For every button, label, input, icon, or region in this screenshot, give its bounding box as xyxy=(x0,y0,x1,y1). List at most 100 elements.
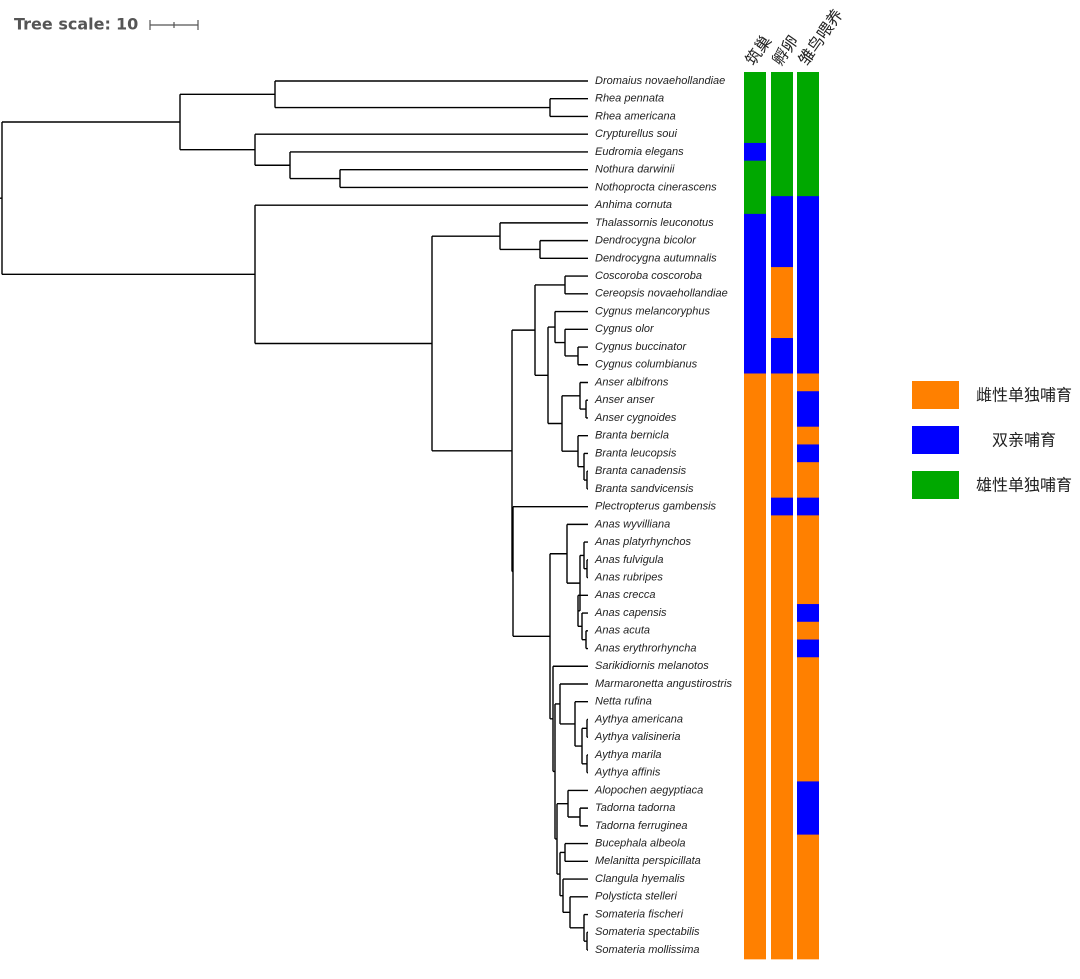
trait-cell xyxy=(771,302,793,321)
trait-cell xyxy=(797,391,819,410)
trait-cell xyxy=(771,426,793,446)
species-label: Anas acuta xyxy=(594,625,650,637)
species-label: Anas wyvilliana xyxy=(594,518,670,530)
trait-cell xyxy=(797,923,819,942)
trait-cell xyxy=(744,89,766,109)
trait-cell xyxy=(771,568,793,587)
trait-cell xyxy=(771,284,793,304)
trait-cell xyxy=(797,533,819,552)
trait-cell xyxy=(771,728,793,747)
trait-cell xyxy=(771,763,793,782)
trait-cell xyxy=(744,816,766,836)
trait-cell xyxy=(744,533,766,552)
trait-cell xyxy=(771,89,793,109)
trait-cell xyxy=(797,107,819,126)
species-label: Cygnus olor xyxy=(595,323,655,335)
trait-cell xyxy=(744,107,766,126)
species-label: Cereopsis novaehollandiae xyxy=(595,288,728,300)
trait-cell xyxy=(797,604,819,623)
trait-cell xyxy=(744,639,766,658)
trait-cell xyxy=(797,426,819,446)
trait-cell xyxy=(771,887,793,907)
trait-cell xyxy=(744,497,766,516)
trait-cell xyxy=(744,338,766,357)
trait-cell xyxy=(744,302,766,321)
trait-cell xyxy=(771,249,793,268)
species-label: Branta bernicla xyxy=(595,430,669,442)
tree-scale-bar xyxy=(149,20,199,30)
species-label: Anas erythrorhyncha xyxy=(594,642,697,654)
trait-cell xyxy=(771,870,793,889)
tree-scale-label: Tree scale: xyxy=(14,15,111,34)
trait-cell xyxy=(744,728,766,747)
trait-cell xyxy=(797,178,819,197)
species-label: Cygnus buccinator xyxy=(595,341,687,353)
trait-cell xyxy=(797,408,819,428)
trait-cell xyxy=(797,196,819,215)
trait-cell xyxy=(771,781,793,800)
trait-cell xyxy=(797,870,819,889)
trait-cell xyxy=(771,142,793,162)
trait-cell xyxy=(797,639,819,658)
trait-cell xyxy=(771,816,793,836)
species-label: Aythya affinis xyxy=(594,767,661,779)
legend-swatch xyxy=(912,381,959,409)
trait-cell xyxy=(797,444,819,463)
species-label: Polysticta stelleri xyxy=(595,891,677,903)
species-label: Cygnus melancoryphus xyxy=(595,305,710,317)
species-label: Branta sandvicensis xyxy=(595,483,694,495)
species-label: Eudromia elegans xyxy=(595,146,684,158)
species-label: Anser albifrons xyxy=(594,376,669,388)
trait-cell xyxy=(744,923,766,942)
trait-cell xyxy=(771,550,793,570)
trait-cell xyxy=(744,621,766,641)
legend-label: 雄性单独哺育 xyxy=(976,476,1072,495)
trait-cell xyxy=(744,178,766,197)
trait-cell xyxy=(771,72,793,91)
species-label: Rhea americana xyxy=(595,110,676,122)
trait-cell xyxy=(771,408,793,428)
trait-cell xyxy=(797,550,819,570)
trait-cell xyxy=(744,834,766,853)
trait-cell xyxy=(744,72,766,91)
species-label: Thalassornis leuconotus xyxy=(595,217,714,229)
trait-cell xyxy=(771,231,793,250)
trait-cell xyxy=(797,125,819,144)
trait-cell xyxy=(797,834,819,853)
trait-cell xyxy=(797,674,819,694)
species-label: Cygnus columbianus xyxy=(595,359,698,371)
species-label: Alopochen aegyptiaca xyxy=(594,784,703,796)
trait-cell xyxy=(797,692,819,712)
trait-cell xyxy=(771,497,793,516)
trait-cell xyxy=(797,355,819,375)
trait-cell xyxy=(771,373,793,392)
trait-cell xyxy=(771,533,793,552)
species-label: Plectropterus gambensis xyxy=(595,501,717,513)
trait-cell xyxy=(744,692,766,712)
species-label: Aythya valisineria xyxy=(594,731,681,743)
species-label: Aythya americana xyxy=(594,713,683,725)
trait-cell xyxy=(797,497,819,516)
species-label: Branta leucopsis xyxy=(595,447,677,459)
species-label: Anser anser xyxy=(594,394,656,406)
trait-cell xyxy=(744,125,766,144)
trait-cell xyxy=(744,267,766,286)
legend-swatch xyxy=(912,471,959,499)
trait-cell xyxy=(744,462,766,481)
trait-cell xyxy=(771,657,793,676)
species-label: Clangula hyemalis xyxy=(595,873,685,885)
legend-label: 雌性单独哺育 xyxy=(976,386,1072,405)
trait-cell xyxy=(744,142,766,162)
trait-cell xyxy=(744,320,766,339)
trait-cell xyxy=(744,586,766,605)
trait-cell xyxy=(771,834,793,853)
species-label: Anas platyrhynchos xyxy=(594,536,691,548)
species-label: Dendrocygna autumnalis xyxy=(595,252,717,264)
trait-cell xyxy=(771,941,793,960)
trait-cell xyxy=(797,462,819,481)
trait-cell xyxy=(771,639,793,658)
trait-cell xyxy=(771,692,793,712)
species-label: Anhima cornuta xyxy=(594,199,672,211)
trait-cell xyxy=(744,213,766,233)
